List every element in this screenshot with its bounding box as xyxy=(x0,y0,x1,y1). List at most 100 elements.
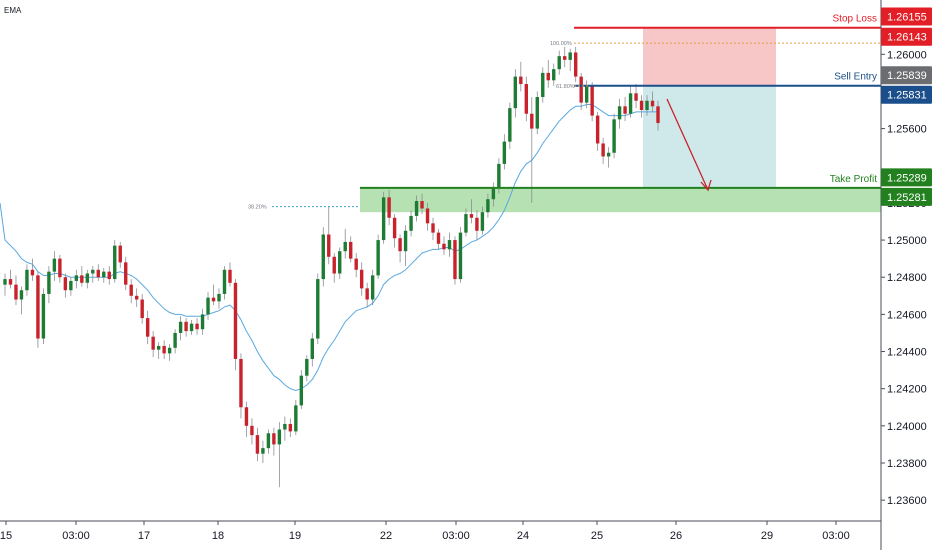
candle-body xyxy=(497,163,501,189)
candle-body xyxy=(8,279,13,285)
candle-body xyxy=(508,108,512,142)
fibonacci-levels: 100.00% 61.80% 38.20% xyxy=(248,41,881,211)
price-badge-text: 1.25289 xyxy=(887,172,927,184)
candle-body xyxy=(623,106,627,114)
candle-body xyxy=(628,93,633,114)
candle-body xyxy=(124,262,128,285)
arrow-shaft xyxy=(666,98,709,191)
candle-body xyxy=(184,321,188,332)
ema-lead-in xyxy=(0,202,6,241)
candle-body xyxy=(376,240,380,276)
candle-body xyxy=(277,429,282,445)
candle-body xyxy=(530,113,534,129)
price-badge xyxy=(881,85,932,104)
candle-body xyxy=(645,100,649,111)
candle-body xyxy=(464,214,468,233)
time-tick-label: 19 xyxy=(289,530,301,542)
candle-body xyxy=(310,338,314,359)
candle-body xyxy=(69,280,73,291)
candle-body xyxy=(387,197,391,218)
price-badge-text: 1.26143 xyxy=(887,32,927,44)
candle-body xyxy=(573,52,578,77)
candle-body xyxy=(595,115,600,144)
candle-body xyxy=(354,258,358,270)
candle-body xyxy=(195,323,199,330)
time-tick-label: 18 xyxy=(212,530,224,542)
candle-body xyxy=(217,293,221,302)
time-tick-label: 22 xyxy=(380,530,392,542)
candle-body xyxy=(239,358,243,408)
candle-body xyxy=(80,275,84,283)
candle-body xyxy=(288,423,293,432)
candle-body xyxy=(134,295,139,300)
price-badge-text: 1.26155 xyxy=(887,12,927,24)
candle-body xyxy=(25,269,29,291)
candle-body xyxy=(414,201,419,216)
candle-body xyxy=(491,188,496,200)
candle-body xyxy=(617,106,622,120)
price-tick-label: 1.23600 xyxy=(887,495,927,507)
price-tick-label: 1.24000 xyxy=(887,421,927,433)
time-tick-label: 03:00 xyxy=(62,530,90,542)
time-tick-label: 03:00 xyxy=(822,530,850,542)
candle-body xyxy=(524,84,529,114)
candle-body xyxy=(639,100,644,111)
support-zone xyxy=(360,188,881,213)
candle-body xyxy=(535,97,539,129)
price-tick-label: 1.24600 xyxy=(887,309,927,321)
candle-body xyxy=(327,234,331,257)
candle-body xyxy=(606,152,611,157)
candle-body xyxy=(228,269,232,283)
candle-body xyxy=(19,290,24,300)
candle-body xyxy=(332,256,336,274)
candle-body xyxy=(612,119,616,153)
candle-body xyxy=(52,258,57,272)
candle-body xyxy=(173,332,177,348)
price-tick-label: 1.25000 xyxy=(887,235,927,247)
candle-body xyxy=(63,277,68,291)
candle-body xyxy=(579,76,583,103)
time-tick-label: 15 xyxy=(0,530,12,542)
time-tick-label: 17 xyxy=(138,530,150,542)
candle-body xyxy=(189,323,194,332)
candle-body xyxy=(272,433,276,445)
candle-body xyxy=(557,56,561,70)
candle-body xyxy=(420,201,424,209)
price-badge xyxy=(881,168,932,187)
candle-body xyxy=(563,56,567,60)
take-profit-label: Take Profit xyxy=(830,174,877,185)
candle-body xyxy=(458,232,463,280)
candle-body xyxy=(502,141,507,164)
candle-body xyxy=(222,269,227,294)
ema-path xyxy=(4,104,658,392)
candle-body xyxy=(151,336,155,350)
time-axis: 15 03:00 17 18 19 22 03:00 24 25 26 29 03:00 xyxy=(0,520,881,542)
candle-body xyxy=(85,273,90,283)
price-badge xyxy=(881,66,932,85)
candle-body xyxy=(601,143,605,157)
candle-body xyxy=(370,275,375,300)
candle-body xyxy=(590,85,594,116)
candle-body xyxy=(349,241,353,259)
candle-body xyxy=(107,271,111,280)
price-badge-text: 1.25839 xyxy=(887,70,927,82)
candle-body xyxy=(294,405,298,432)
stop-loss-label: Stop Loss xyxy=(833,14,877,25)
candle-body xyxy=(30,269,35,276)
trade-zones xyxy=(360,27,881,213)
time-tick-label: 24 xyxy=(517,530,529,542)
risk-box xyxy=(643,27,776,86)
candle-body xyxy=(3,279,7,285)
candle-body xyxy=(200,314,205,330)
candle-body xyxy=(14,284,18,300)
candle-body xyxy=(206,297,210,315)
price-tick-label: 1.26000 xyxy=(887,49,927,61)
candle-body xyxy=(634,93,638,101)
time-tick-label: 29 xyxy=(761,530,773,542)
candle-body xyxy=(469,214,474,218)
price-axis: 1.260001.256001.252001.250001.248001.246… xyxy=(880,0,932,550)
candle-body xyxy=(381,197,386,241)
candle-body xyxy=(343,241,347,252)
candle-body xyxy=(519,76,523,85)
